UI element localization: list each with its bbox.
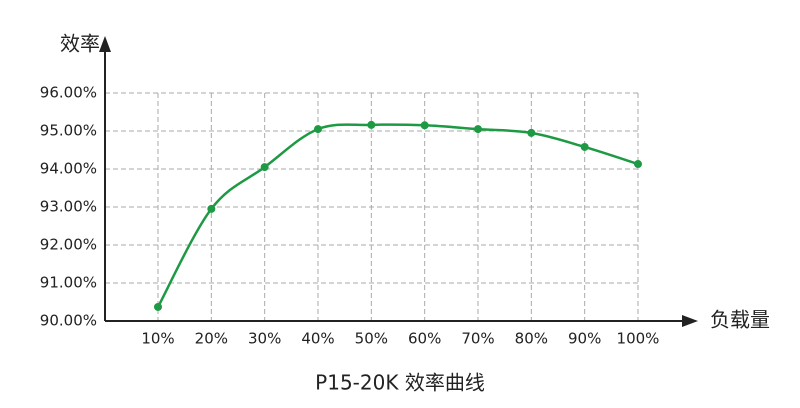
- point: [154, 302, 162, 311]
- x-tick-label: 50%: [355, 330, 388, 348]
- y-tick-label: 95.00%: [40, 122, 97, 140]
- line: [156, 123, 639, 308]
- x-tick-label: 70%: [461, 330, 494, 348]
- x-tick-label: 10%: [141, 330, 174, 348]
- x-tick-label: 20%: [195, 330, 228, 348]
- x-axis-arrow: [682, 315, 698, 327]
- point: [634, 160, 642, 169]
- y-tick-label: 93.00%: [40, 198, 97, 216]
- point: [580, 142, 589, 151]
- point: [474, 125, 482, 134]
- point: [314, 125, 322, 134]
- y-tick-label: 90.00%: [40, 312, 97, 330]
- point: [527, 128, 536, 137]
- point: [367, 120, 376, 129]
- y-tick-label: 91.00%: [40, 274, 97, 292]
- x-tick-label: 40%: [301, 330, 334, 348]
- x-tick-label: 90%: [568, 330, 601, 348]
- y-axis-arrow: [99, 36, 111, 52]
- x-tick-label: 60%: [408, 330, 441, 348]
- x-tick-label: 30%: [248, 330, 281, 348]
- point: [420, 121, 429, 130]
- y-tick-label: 92.00%: [40, 236, 97, 254]
- y-tick-label: 94.00%: [40, 160, 97, 178]
- y-axis-label: 效率: [60, 32, 100, 56]
- point: [207, 204, 216, 213]
- point: [260, 163, 269, 172]
- y-tick-label: 96.00%: [40, 84, 97, 102]
- x-tick-label: 80%: [515, 330, 548, 348]
- chart-title: P15-20K 效率曲线: [315, 371, 485, 395]
- x-axis-label: 负载量: [710, 308, 770, 332]
- x-tick-label: 100%: [617, 330, 660, 348]
